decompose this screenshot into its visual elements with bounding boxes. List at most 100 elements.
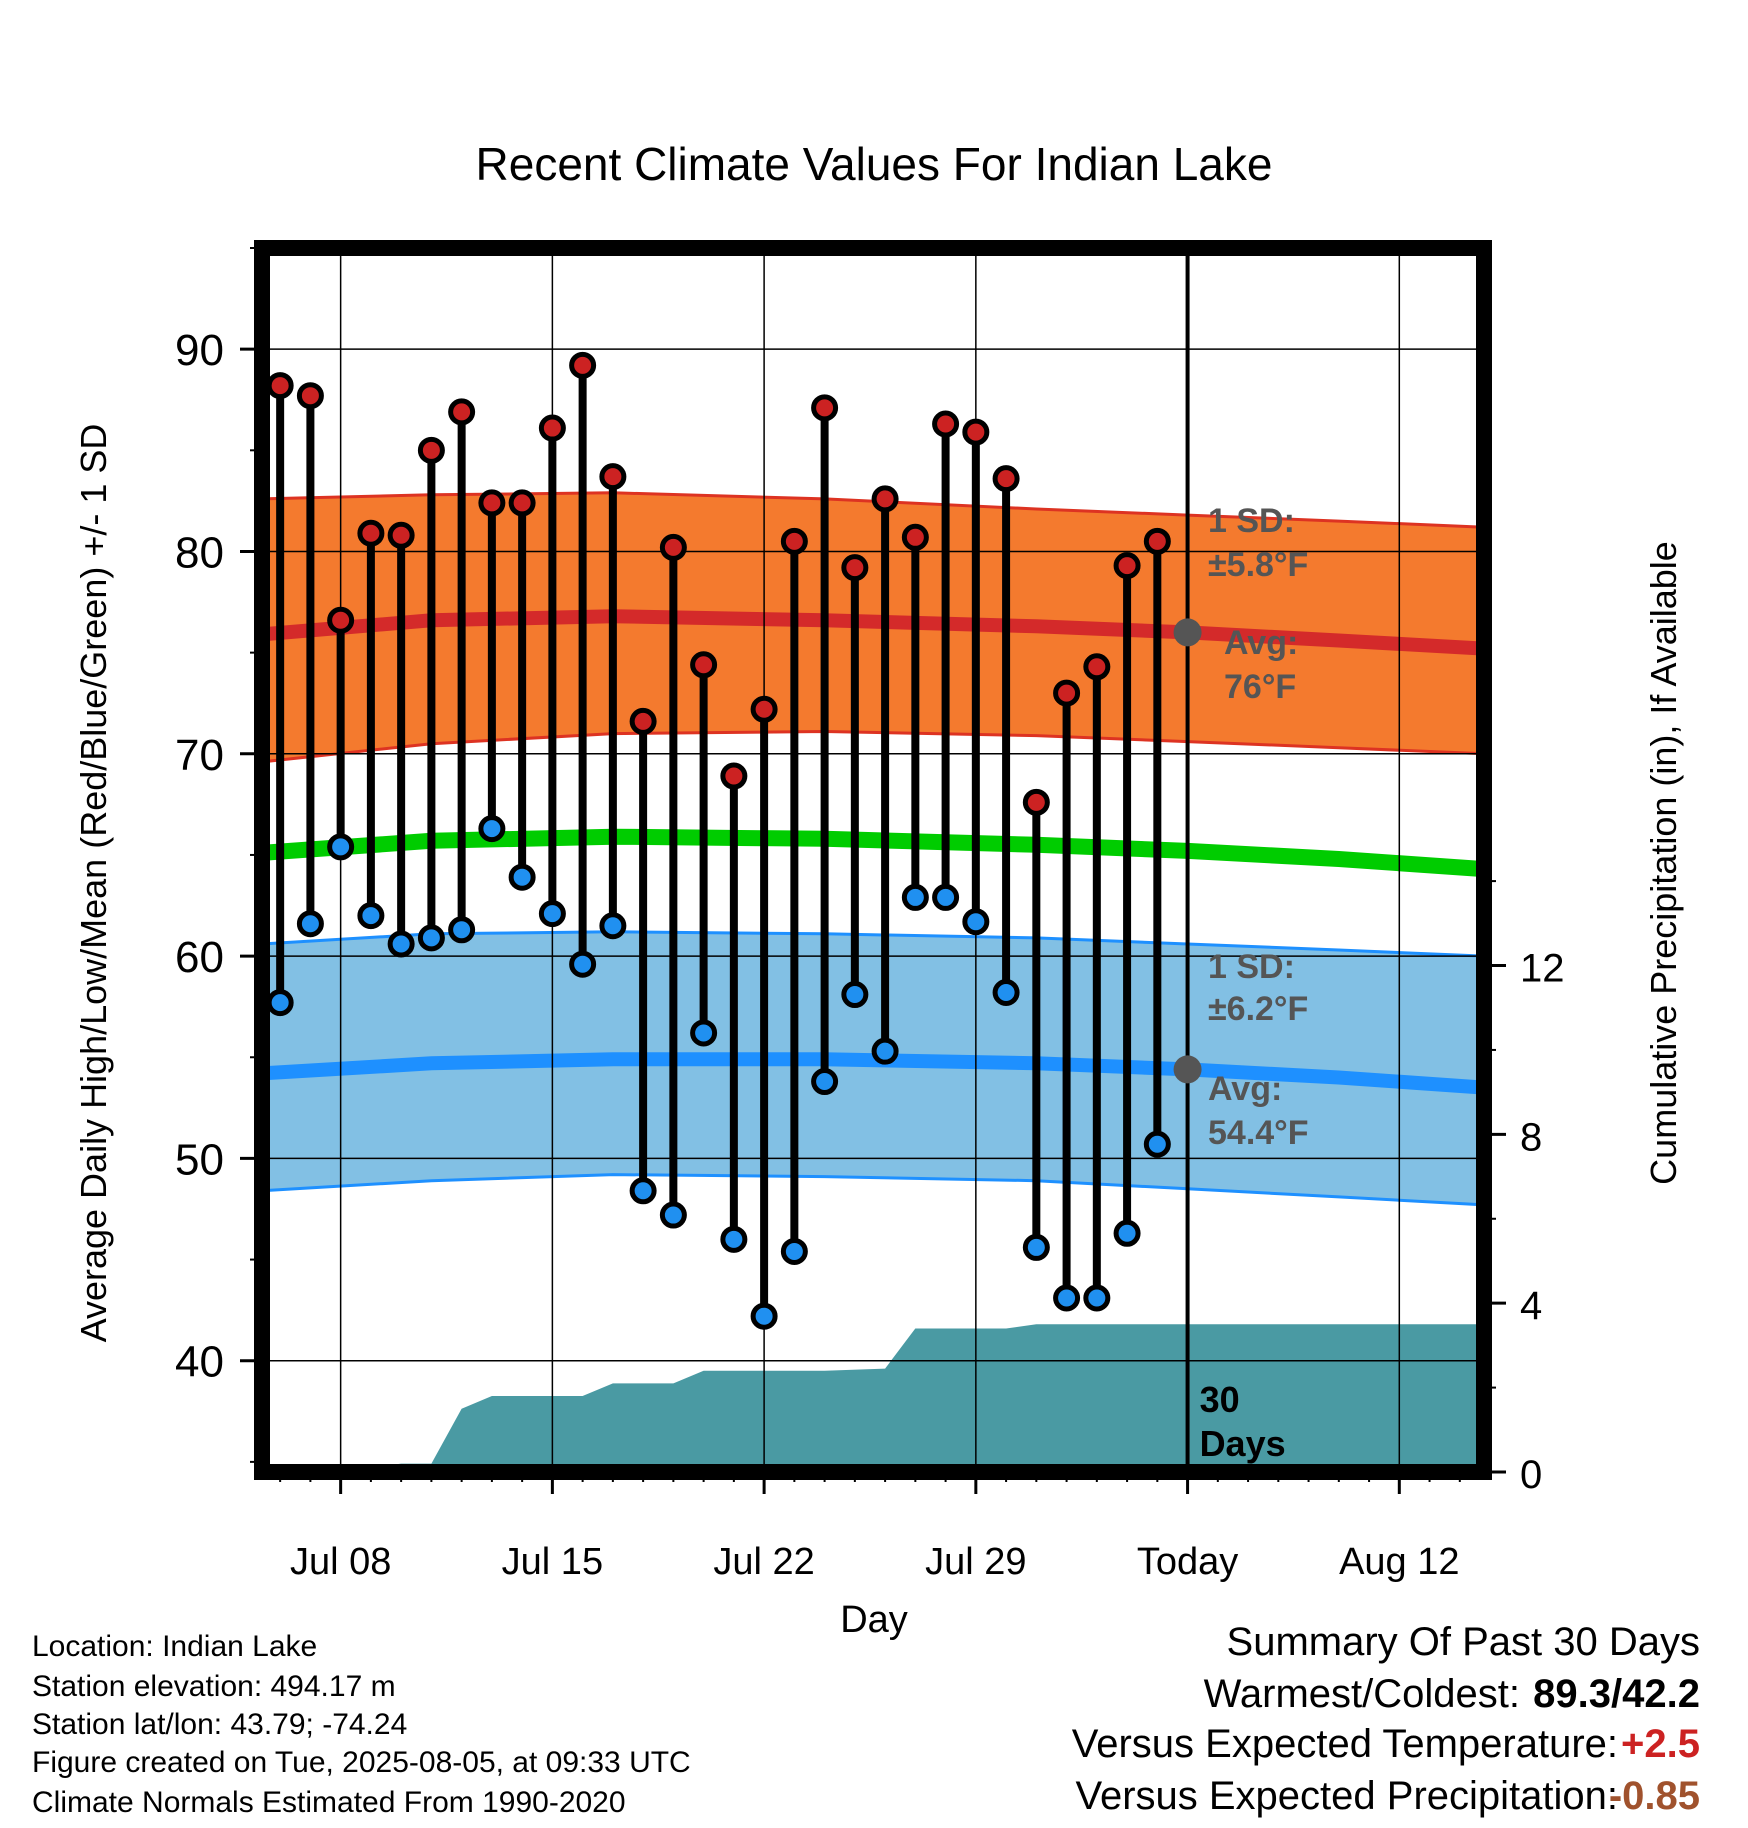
right-tick-label: 0 (1520, 1453, 1542, 1497)
daily-low-point (992, 979, 1020, 1007)
daily-low-point (690, 1019, 718, 1047)
high-avg-value: 76°F (1224, 668, 1296, 706)
daily-high-point (659, 533, 687, 561)
x-tick-label: Jul 22 (713, 1541, 814, 1583)
daily-high-point (1053, 679, 1081, 707)
daily-high-point (690, 651, 718, 679)
precip-vs-expected-label: Versus Expected Precipitation: (1075, 1774, 1618, 1818)
daily-high-point (780, 527, 808, 555)
daily-low-point (327, 833, 355, 861)
daily-high-point (811, 394, 839, 422)
high-avg-prefix: Avg: (1224, 624, 1298, 662)
daily-high-point (569, 351, 597, 379)
daily-low-point (659, 1201, 687, 1229)
daily-high-point (387, 521, 415, 549)
daily-high-point (992, 465, 1020, 493)
info-location: Location: Indian Lake (32, 1630, 318, 1663)
daily-high-point (841, 554, 869, 582)
x-tick-label: Jul 08 (290, 1541, 391, 1583)
x-tick-label: Today (1137, 1541, 1238, 1583)
daily-high-point (629, 707, 657, 735)
daily-low-point (1053, 1284, 1081, 1312)
left-tick-label: 50 (175, 1135, 224, 1184)
x-tick-label: Aug 12 (1339, 1541, 1459, 1583)
warm-cold-label: Warmest/Coldest: (1203, 1672, 1520, 1716)
low-sd-value: ±6.2°F (1208, 990, 1308, 1028)
left-tick-label: 40 (175, 1338, 224, 1387)
daily-low-point (780, 1237, 808, 1265)
info-normals: Climate Normals Estimated From 1990-2020 (32, 1786, 626, 1819)
left-tick-label: 60 (175, 933, 224, 982)
normal-low-sd-lower-line (261, 1173, 1485, 1207)
precip-vs-expected-value: -0.85 (1608, 1774, 1700, 1818)
daily-low-point (720, 1225, 748, 1253)
daily-low-point (508, 863, 536, 891)
daily-low-point (841, 981, 869, 1009)
daily-high-point (296, 382, 324, 410)
daily-low-point (478, 815, 506, 843)
daily-low-point (629, 1177, 657, 1205)
daily-high-point (599, 463, 627, 491)
info-latlon: Station lat/lon: 43.79; -74.24 (32, 1708, 408, 1741)
normal-low-sd-band (262, 931, 1484, 1205)
chart-title: Recent Climate Values For Indian Lake (476, 138, 1273, 190)
daily-high-point (327, 606, 355, 634)
right-tick-label: 8 (1520, 1115, 1542, 1159)
daily-low-point (599, 912, 627, 940)
high-sd-value: ±5.8°F (1208, 546, 1308, 584)
warm-cold-value: 89.3/42.2 (1533, 1672, 1700, 1716)
daily-low-point (538, 900, 566, 928)
today-label-days: Days (1200, 1423, 1286, 1464)
daily-low-point (811, 1068, 839, 1096)
daily-high-point (750, 695, 778, 723)
daily-low-point (357, 902, 385, 930)
daily-low-point (1143, 1130, 1171, 1158)
daily-high-point (962, 418, 990, 446)
daily-high-point (871, 485, 899, 513)
daily-high-point (508, 489, 536, 517)
daily-low-point (1083, 1284, 1111, 1312)
left-tick-label: 80 (175, 528, 224, 577)
daily-high-point (538, 414, 566, 442)
y-axis-title-right: Cumulative Precipitation (in), If Availa… (1643, 541, 1684, 1185)
today-label-number: 30 (1200, 1379, 1240, 1420)
low-avg-value: 54.4°F (1208, 1114, 1309, 1152)
daily-low-point (932, 883, 960, 911)
daily-high-point (1022, 788, 1050, 816)
normal-low-avg-line (261, 1052, 1485, 1095)
temp-vs-expected-value: +2.5 (1621, 1722, 1700, 1766)
daily-high-point (478, 489, 506, 517)
daily-high-point (932, 410, 960, 438)
info-created: Figure created on Tue, 2025-08-05, at 09… (32, 1746, 691, 1779)
right-tick-label: 4 (1520, 1284, 1542, 1328)
daily-low-point (296, 910, 324, 938)
daily-low-point (266, 989, 294, 1017)
daily-low-point (901, 883, 929, 911)
daily-high-point (1083, 653, 1111, 681)
x-axis-title: Day (840, 1599, 908, 1641)
daily-high-point (448, 398, 476, 426)
left-tick-label: 70 (175, 731, 224, 780)
daily-high-point (1143, 527, 1171, 555)
plot-frame (254, 240, 1492, 1480)
high-avg-marker (1173, 618, 1202, 647)
daily-high-point (357, 519, 385, 547)
daily-high-point (720, 762, 748, 790)
summary-title: Summary Of Past 30 Days (1226, 1620, 1700, 1664)
daily-low-point (1113, 1219, 1141, 1247)
x-tick-label: Jul 29 (925, 1541, 1026, 1583)
daily-high-point (1113, 552, 1141, 580)
info-elevation: Station elevation: 494.17 m (32, 1670, 396, 1703)
daily-high-point (266, 372, 294, 400)
low-sd-prefix: 1 SD: (1208, 948, 1295, 986)
high-sd-prefix: 1 SD: (1208, 502, 1295, 540)
x-tick-label: Jul 15 (502, 1541, 603, 1583)
temp-vs-expected-label: Versus Expected Temperature: (1071, 1722, 1618, 1766)
daily-low-point (750, 1302, 778, 1330)
daily-low-point (962, 908, 990, 936)
daily-low-point (871, 1037, 899, 1065)
y-axis-title-left: Average Daily High/Low/Mean (Red/Blue/Gr… (73, 424, 114, 1343)
daily-high-point (901, 523, 929, 551)
